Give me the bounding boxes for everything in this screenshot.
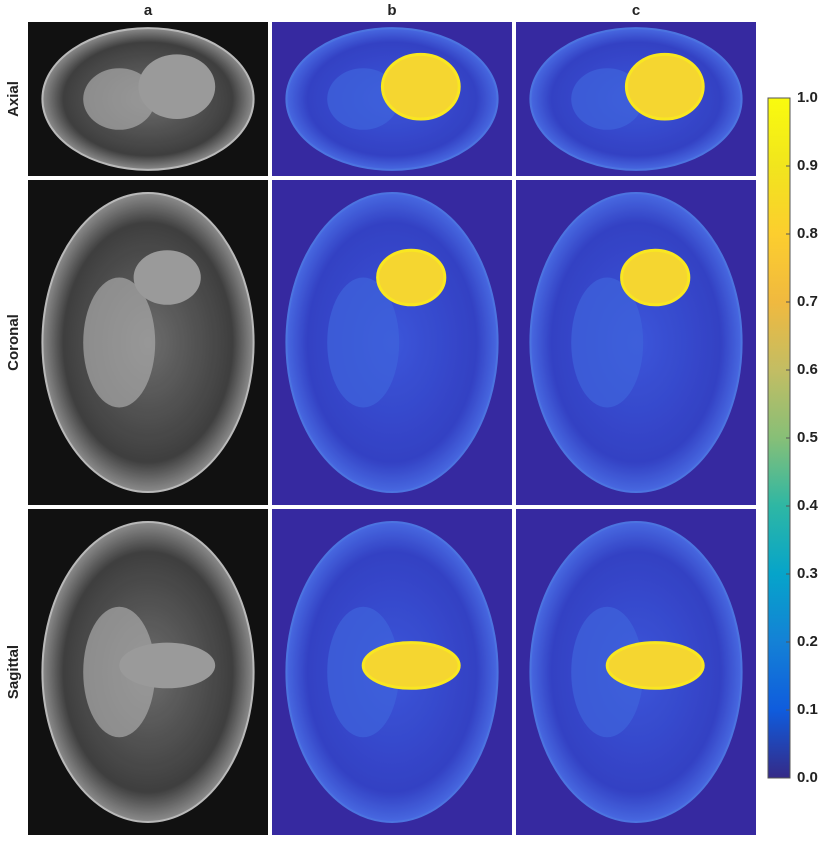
colorbar-tick-label: 0.1 (797, 701, 818, 718)
heart-region (620, 248, 691, 307)
heart-region (361, 641, 461, 690)
heart-region (133, 250, 201, 305)
organ-region (571, 277, 644, 408)
column-label: b (387, 2, 396, 19)
colorbar-tick-label: 1.0 (797, 89, 818, 106)
colorbar-tick-label: 0.3 (797, 565, 818, 582)
organ-region (327, 277, 400, 408)
heart-region (624, 52, 705, 121)
image-panels (28, 22, 756, 835)
row-label: Sagittal (5, 645, 22, 699)
colorbar-tick-label: 0.9 (797, 157, 818, 174)
colorbar-tick-label: 0.2 (797, 633, 818, 650)
row-label: Coronal (5, 314, 22, 371)
column-label: c (632, 2, 640, 19)
colorbar: 0.0 0.1 0.2 0.3 0.4 0.5 0.6 0.7 0.8 0.9 1.0 (767, 89, 819, 786)
heart-region (380, 52, 461, 121)
organ-region (83, 606, 156, 738)
organ-region (83, 277, 156, 408)
colorbar-tick-label: 0.8 (797, 225, 818, 242)
heart-region (119, 642, 216, 689)
row-label: Axial (5, 81, 22, 117)
organ-region (83, 68, 156, 130)
heart-region (376, 248, 447, 307)
organ-region (327, 606, 400, 738)
colorbar-tick-label: 0.6 (797, 361, 818, 378)
heart-region (138, 54, 216, 120)
organ-region (571, 606, 644, 738)
colorbar-tick-label: 0.0 (797, 769, 818, 786)
column-label: a (144, 2, 153, 19)
colorbar-tick-label: 0.5 (797, 429, 818, 446)
heart-region (605, 641, 705, 690)
colorbar-tick-label: 0.4 (797, 497, 819, 514)
colorbar-tick-label: 0.7 (797, 293, 818, 310)
